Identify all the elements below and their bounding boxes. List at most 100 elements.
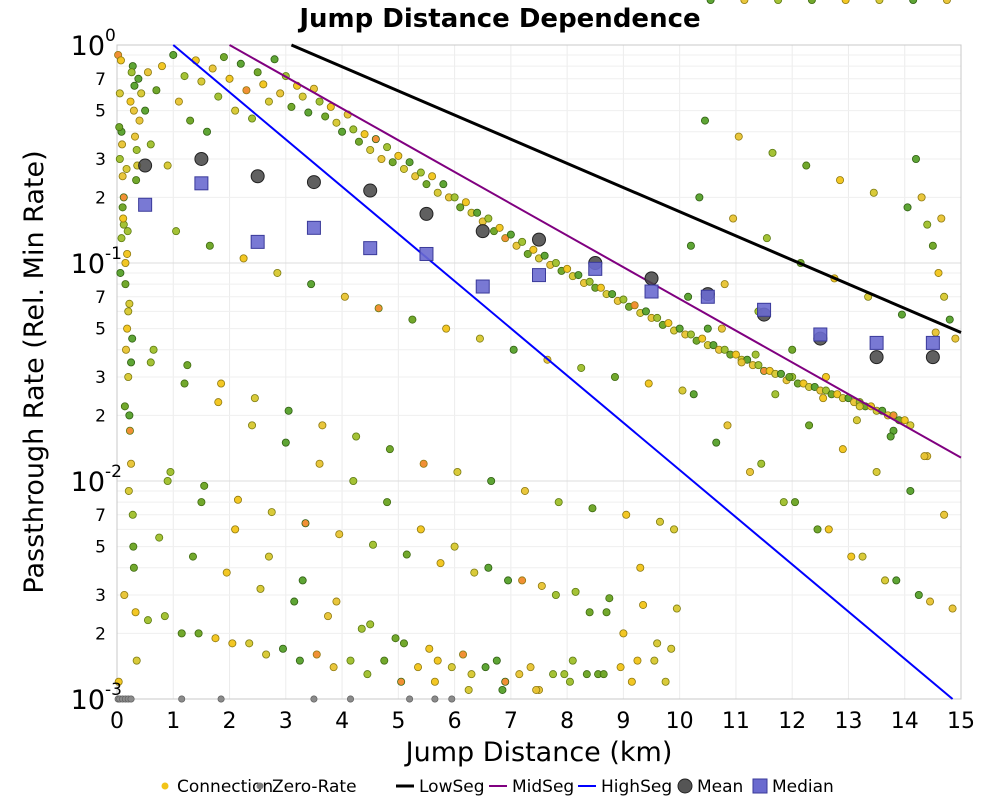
connection-point <box>433 656 442 665</box>
connection-point <box>481 663 490 672</box>
connection-point <box>571 587 580 596</box>
x-tick-label: 6 <box>448 709 462 734</box>
connection-point <box>563 264 572 273</box>
legend-connection-swatch <box>161 782 169 790</box>
connection-point <box>172 227 181 236</box>
connection-point <box>549 670 558 679</box>
connection-point <box>119 193 128 202</box>
legend-highseg-label: HighSeg <box>601 777 672 797</box>
connection-point <box>774 0 783 4</box>
connection-point <box>335 530 344 539</box>
connection-point <box>551 258 560 267</box>
connection-point <box>459 650 468 659</box>
connection-point <box>608 290 617 299</box>
connection-point <box>731 350 740 359</box>
mean-marker <box>250 169 265 184</box>
median-marker <box>588 261 603 276</box>
connection-point <box>259 80 268 89</box>
median-marker <box>813 327 828 342</box>
connection-point <box>836 176 845 185</box>
connection-point <box>785 372 794 381</box>
connection-point <box>402 550 411 559</box>
connection-point <box>675 324 684 333</box>
connection-point <box>371 135 380 144</box>
lowseg-line <box>290 43 962 334</box>
connection-point <box>709 341 718 350</box>
connection-point <box>211 634 220 643</box>
connection-point <box>128 334 137 343</box>
connection-point <box>349 125 358 134</box>
median-marker <box>869 335 884 350</box>
mean-marker <box>869 350 884 365</box>
connection-point <box>720 280 729 289</box>
legend-mean-swatch <box>677 778 693 794</box>
connection-point <box>520 486 529 495</box>
connection-point <box>501 677 510 686</box>
connection-point <box>388 158 397 167</box>
connection-point <box>599 670 608 679</box>
connection-point <box>934 268 943 277</box>
connection-point <box>453 467 462 476</box>
connection-point <box>518 237 527 246</box>
connection-point <box>917 193 926 202</box>
scatter-points <box>114 0 960 703</box>
connection-point <box>352 432 361 441</box>
x-tick-label: 5 <box>391 709 405 734</box>
connection-point <box>411 172 420 181</box>
connection-point <box>233 495 242 504</box>
connection-point <box>560 670 569 679</box>
connection-point <box>163 161 172 170</box>
connection-point <box>948 604 957 613</box>
connection-point <box>219 53 228 62</box>
connection-point <box>841 0 850 4</box>
connection-point <box>128 510 137 519</box>
connection-point <box>754 361 763 370</box>
connection-point <box>116 268 125 277</box>
connection-point <box>627 677 636 686</box>
connection-point <box>208 64 217 73</box>
connection-point <box>160 612 169 621</box>
y-minor-tick-label: 7 <box>95 70 106 90</box>
y-minor-tick-label: 7 <box>95 288 106 308</box>
connection-point <box>315 459 324 468</box>
connection-point <box>127 68 136 77</box>
connection-point <box>267 508 276 517</box>
connection-point <box>605 594 614 603</box>
chart-title: Jump Distance Dependence <box>297 4 700 34</box>
connection-point <box>129 106 138 115</box>
mean-marker <box>419 206 434 221</box>
connection-point <box>568 656 577 665</box>
connection-point <box>357 624 366 633</box>
connection-point <box>833 390 842 399</box>
connection-point <box>298 92 307 101</box>
y-minor-tick-label: 2 <box>95 406 106 426</box>
connection-point <box>125 426 134 435</box>
connection-point <box>897 310 906 319</box>
connection-point <box>456 203 465 212</box>
connection-point <box>447 663 456 672</box>
connection-point <box>498 685 507 694</box>
connection-point <box>664 319 673 328</box>
connection-point <box>385 445 394 454</box>
connection-point <box>776 369 785 378</box>
connection-point <box>203 127 212 136</box>
median-marker <box>250 234 265 249</box>
connection-point <box>131 608 140 617</box>
median-marker <box>419 246 434 261</box>
legend-median-swatch <box>752 778 768 794</box>
y-tick-label: 10 <box>71 31 105 62</box>
median-marker <box>757 302 772 317</box>
connection-point <box>120 402 129 411</box>
connection-point <box>467 670 476 679</box>
mean-marker <box>363 183 378 198</box>
connection-point <box>509 345 518 354</box>
connection-point <box>118 203 127 212</box>
connection-point <box>414 663 423 672</box>
connection-point <box>518 576 527 585</box>
median-marker <box>194 176 209 191</box>
x-tick-label: 13 <box>834 709 862 734</box>
x-tick-label: 3 <box>279 709 293 734</box>
connection-point <box>256 584 265 593</box>
zero-rate-point <box>406 695 414 703</box>
